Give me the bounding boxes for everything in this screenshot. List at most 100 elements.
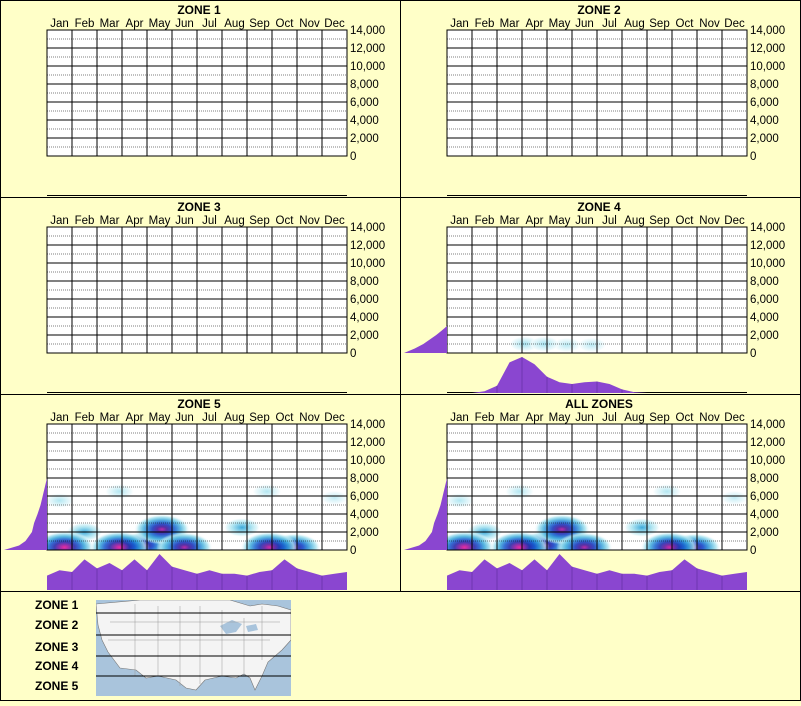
month-tick-label: Jun [175,18,194,30]
y-tick-label: 4,000 [750,115,779,127]
heatmap-cell [47,531,95,550]
y-tick-label: 10,000 [750,258,785,270]
y-tick-label: 4,000 [750,509,779,521]
month-tick-label: Jun [175,412,194,424]
y-tick-label: 6,000 [350,491,379,503]
month-tick-label: Jun [175,215,194,227]
month-tick-label: Jul [602,412,617,424]
y-tick-label: 8,000 [750,276,779,288]
heatmap-cell [652,484,682,499]
y-tick-label: 8,000 [750,473,779,485]
heatmap-cell [104,484,135,499]
month-tick-label: Aug [224,215,244,227]
month-tick-label: Sep [649,215,669,227]
y-tick-label: 8,000 [350,79,379,91]
zone-panel: ZONE 5 Jan Feb Mar Apr May Jun Jul Aug Sep Oct Nov D… [0,394,401,592]
y-tick-label: 10,000 [750,455,785,467]
y-tick-label: 10,000 [350,258,385,270]
y-tick-label: 6,000 [750,294,779,306]
y-tick-label: 14,000 [350,25,385,37]
month-tick-label: Apr [126,412,144,424]
y-tick-label: 12,000 [350,240,385,252]
month-tick-label: Feb [475,215,495,227]
month-tick-label: Aug [224,18,244,30]
plot-frame [46,226,348,354]
y-tick-label: 6,000 [350,97,379,109]
zone-legend: ZONE 1 ZONE 2 ZONE 3 ZONE 4 ZONE 5 [0,591,801,701]
month-tick-label: Feb [75,18,95,30]
month-tick-label: Nov [299,18,320,30]
month-tick-label: Sep [649,412,669,424]
y-tick-label: 14,000 [750,419,785,431]
month-tick-label: Dec [324,215,345,227]
y-tick-label: 14,000 [350,419,385,431]
y-tick-label: 12,000 [350,43,385,55]
y-tick-label: 0 [350,545,356,557]
heatmap-layer [509,336,607,353]
month-tick-label: Jun [575,215,594,227]
month-tick-label: Jan [450,18,469,30]
zone-panel: ZONE 1 Jan Feb Mar Apr May Jun Jul Aug Sep Oct Nov D… [0,0,401,198]
elevation-profile [4,478,47,550]
legend-zone-label: ZONE 2 [35,618,79,632]
heatmap-cell [47,493,75,508]
zone-panels: ZONE 1 Jan Feb Mar Apr May Jun Jul Aug Sep Oct Nov D… [0,0,801,592]
heatmap-cell [447,531,495,550]
month-tick-label: Feb [475,18,495,30]
month-tick-label: Jan [50,215,69,227]
month-tick-label: Oct [676,18,695,30]
month-tick-label: Dec [724,215,745,227]
month-tick-label: Feb [75,412,95,424]
month-tick-label: Apr [126,18,144,30]
heatmap-cell [156,532,213,550]
month-tick-label: Nov [699,215,720,227]
month-tick-label: Oct [676,215,695,227]
y-tick-label: 4,000 [350,115,379,127]
y-tick-label: 4,000 [350,509,379,521]
month-tick-label: Aug [624,18,644,30]
y-tick-label: 0 [350,348,356,360]
month-tick-label: Dec [324,18,345,30]
zone-panel: ALL ZONES Jan Feb Mar Apr May Jun Jul Aug Sep Oct N… [400,394,801,592]
month-tick-label: Aug [224,412,244,424]
heatmap-cell [529,336,560,352]
month-tick-label: May [149,412,171,424]
month-tick-label: May [549,18,571,30]
month-tick-label: Feb [475,412,495,424]
y-tick-label: 10,000 [350,61,385,73]
panel-title: ZONE 5 [177,397,221,411]
month-tick-label: Dec [724,18,745,30]
month-tick-label: Mar [500,215,520,227]
heatmap-cell [556,532,613,550]
month-tick-label: Jan [50,18,69,30]
month-tick-label: Jul [602,215,617,227]
y-tick-label: 2,000 [350,330,379,342]
y-tick-label: 2,000 [750,527,779,539]
month-tick-label: Sep [249,215,269,227]
y-tick-label: 0 [350,151,356,163]
heatmap-cell [320,490,347,505]
month-tick-label: Mar [100,215,120,227]
month-tick-label: Mar [100,412,120,424]
month-tick-label: Oct [676,412,695,424]
y-tick-label: 2,000 [350,133,379,145]
y-tick-label: 8,000 [750,79,779,91]
month-tick-label: Jun [575,18,594,30]
heatmap-cell [577,337,607,353]
month-tick-label: Nov [699,18,720,30]
legend-zone-label: ZONE 5 [35,679,79,693]
zone-map [96,600,291,696]
y-tick-label: 14,000 [750,222,785,234]
map-lakes [220,620,242,634]
map-lakes [246,624,258,632]
y-tick-label: 10,000 [350,455,385,467]
month-tick-label: Jul [202,18,217,30]
heatmap-cell [720,490,747,505]
month-tick-label: Jul [602,18,617,30]
month-tick-label: Nov [299,215,320,227]
month-tick-label: Apr [526,412,544,424]
month-tick-label: May [149,18,171,30]
month-tick-label: Dec [724,412,745,424]
panel-title: ZONE 1 [177,3,221,17]
